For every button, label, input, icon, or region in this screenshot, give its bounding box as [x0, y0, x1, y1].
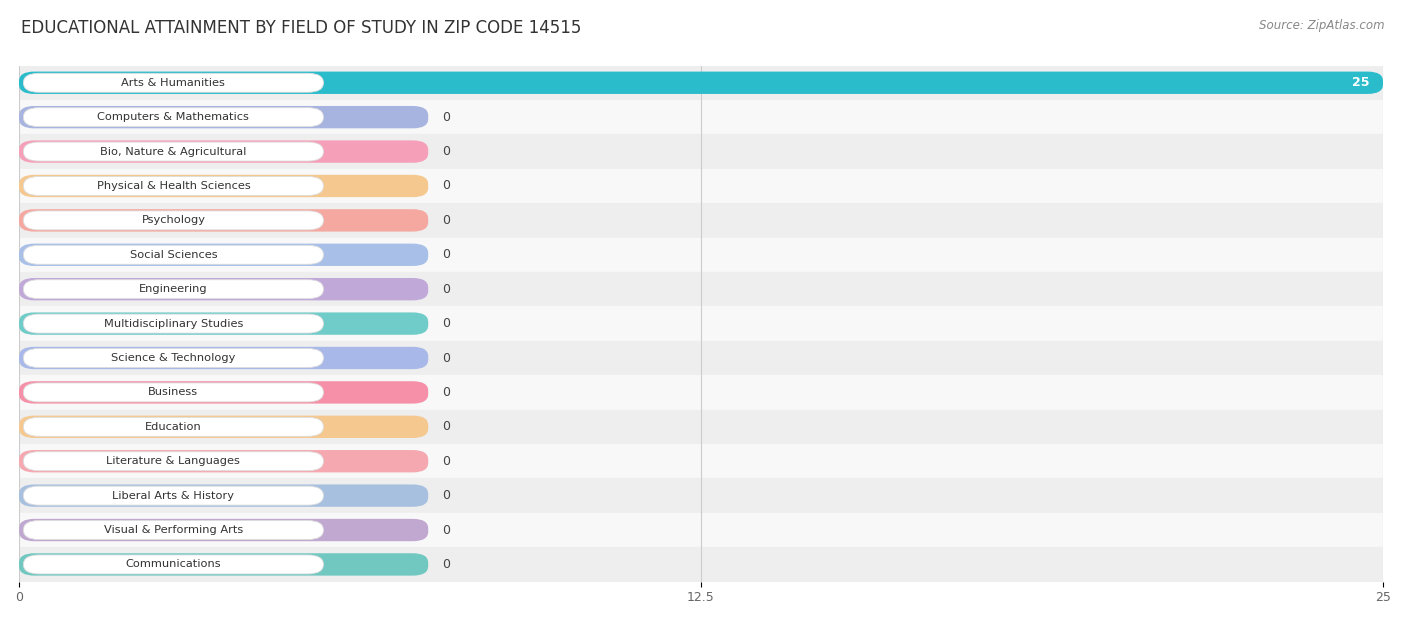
Bar — [20, 100, 1384, 135]
FancyBboxPatch shape — [24, 417, 323, 436]
FancyBboxPatch shape — [24, 486, 323, 505]
Bar — [20, 66, 1384, 100]
Bar — [20, 513, 1384, 547]
Text: Literature & Languages: Literature & Languages — [107, 456, 240, 466]
Text: Visual & Performing Arts: Visual & Performing Arts — [104, 525, 243, 535]
Bar — [20, 135, 1384, 169]
FancyBboxPatch shape — [20, 381, 429, 404]
Bar — [20, 238, 1384, 272]
FancyBboxPatch shape — [20, 243, 429, 266]
Text: Business: Business — [149, 387, 198, 398]
FancyBboxPatch shape — [20, 175, 429, 197]
FancyBboxPatch shape — [20, 347, 429, 369]
Text: 0: 0 — [441, 420, 450, 434]
Text: 0: 0 — [441, 248, 450, 261]
Text: Source: ZipAtlas.com: Source: ZipAtlas.com — [1260, 19, 1385, 32]
Text: Social Sciences: Social Sciences — [129, 250, 217, 260]
FancyBboxPatch shape — [24, 245, 323, 264]
FancyBboxPatch shape — [20, 71, 1384, 94]
Text: 0: 0 — [441, 523, 450, 537]
Text: Education: Education — [145, 422, 202, 432]
Bar — [20, 169, 1384, 203]
Text: 0: 0 — [441, 283, 450, 296]
Bar — [20, 410, 1384, 444]
Text: 0: 0 — [441, 558, 450, 571]
FancyBboxPatch shape — [24, 211, 323, 230]
Text: Psychology: Psychology — [142, 216, 205, 226]
FancyBboxPatch shape — [20, 278, 429, 300]
Text: Science & Technology: Science & Technology — [111, 353, 236, 363]
Text: 0: 0 — [441, 214, 450, 227]
FancyBboxPatch shape — [24, 521, 323, 540]
Text: 0: 0 — [441, 351, 450, 365]
Bar — [20, 341, 1384, 375]
Text: Physical & Health Sciences: Physical & Health Sciences — [97, 181, 250, 191]
Text: 0: 0 — [441, 489, 450, 502]
FancyBboxPatch shape — [24, 314, 323, 333]
Text: 25: 25 — [1353, 76, 1369, 89]
FancyBboxPatch shape — [20, 553, 429, 576]
Text: 0: 0 — [441, 317, 450, 330]
Text: 0: 0 — [441, 145, 450, 158]
FancyBboxPatch shape — [20, 519, 429, 541]
Bar — [20, 307, 1384, 341]
FancyBboxPatch shape — [24, 555, 323, 574]
Text: 0: 0 — [441, 386, 450, 399]
Bar — [20, 478, 1384, 513]
Text: 0: 0 — [441, 454, 450, 468]
Text: Multidisciplinary Studies: Multidisciplinary Studies — [104, 319, 243, 329]
Text: 0: 0 — [441, 111, 450, 124]
FancyBboxPatch shape — [24, 176, 323, 195]
FancyBboxPatch shape — [24, 280, 323, 299]
FancyBboxPatch shape — [24, 452, 323, 471]
Bar — [20, 547, 1384, 581]
Text: Engineering: Engineering — [139, 284, 208, 294]
Bar — [20, 203, 1384, 238]
FancyBboxPatch shape — [24, 73, 323, 92]
Text: Computers & Mathematics: Computers & Mathematics — [97, 112, 249, 122]
Bar — [20, 375, 1384, 410]
FancyBboxPatch shape — [24, 348, 323, 367]
Text: 0: 0 — [441, 179, 450, 193]
Text: Liberal Arts & History: Liberal Arts & History — [112, 490, 235, 501]
Text: Arts & Humanities: Arts & Humanities — [121, 78, 225, 88]
Text: EDUCATIONAL ATTAINMENT BY FIELD OF STUDY IN ZIP CODE 14515: EDUCATIONAL ATTAINMENT BY FIELD OF STUDY… — [21, 19, 582, 37]
FancyBboxPatch shape — [20, 450, 429, 472]
FancyBboxPatch shape — [20, 140, 429, 163]
FancyBboxPatch shape — [20, 485, 429, 507]
Bar — [20, 444, 1384, 478]
Text: Communications: Communications — [125, 559, 221, 569]
Text: Bio, Nature & Agricultural: Bio, Nature & Agricultural — [100, 147, 246, 157]
FancyBboxPatch shape — [20, 416, 429, 438]
FancyBboxPatch shape — [24, 383, 323, 402]
FancyBboxPatch shape — [24, 142, 323, 161]
FancyBboxPatch shape — [20, 106, 429, 128]
FancyBboxPatch shape — [20, 312, 429, 335]
FancyBboxPatch shape — [20, 209, 429, 231]
FancyBboxPatch shape — [24, 107, 323, 126]
Bar — [20, 272, 1384, 307]
